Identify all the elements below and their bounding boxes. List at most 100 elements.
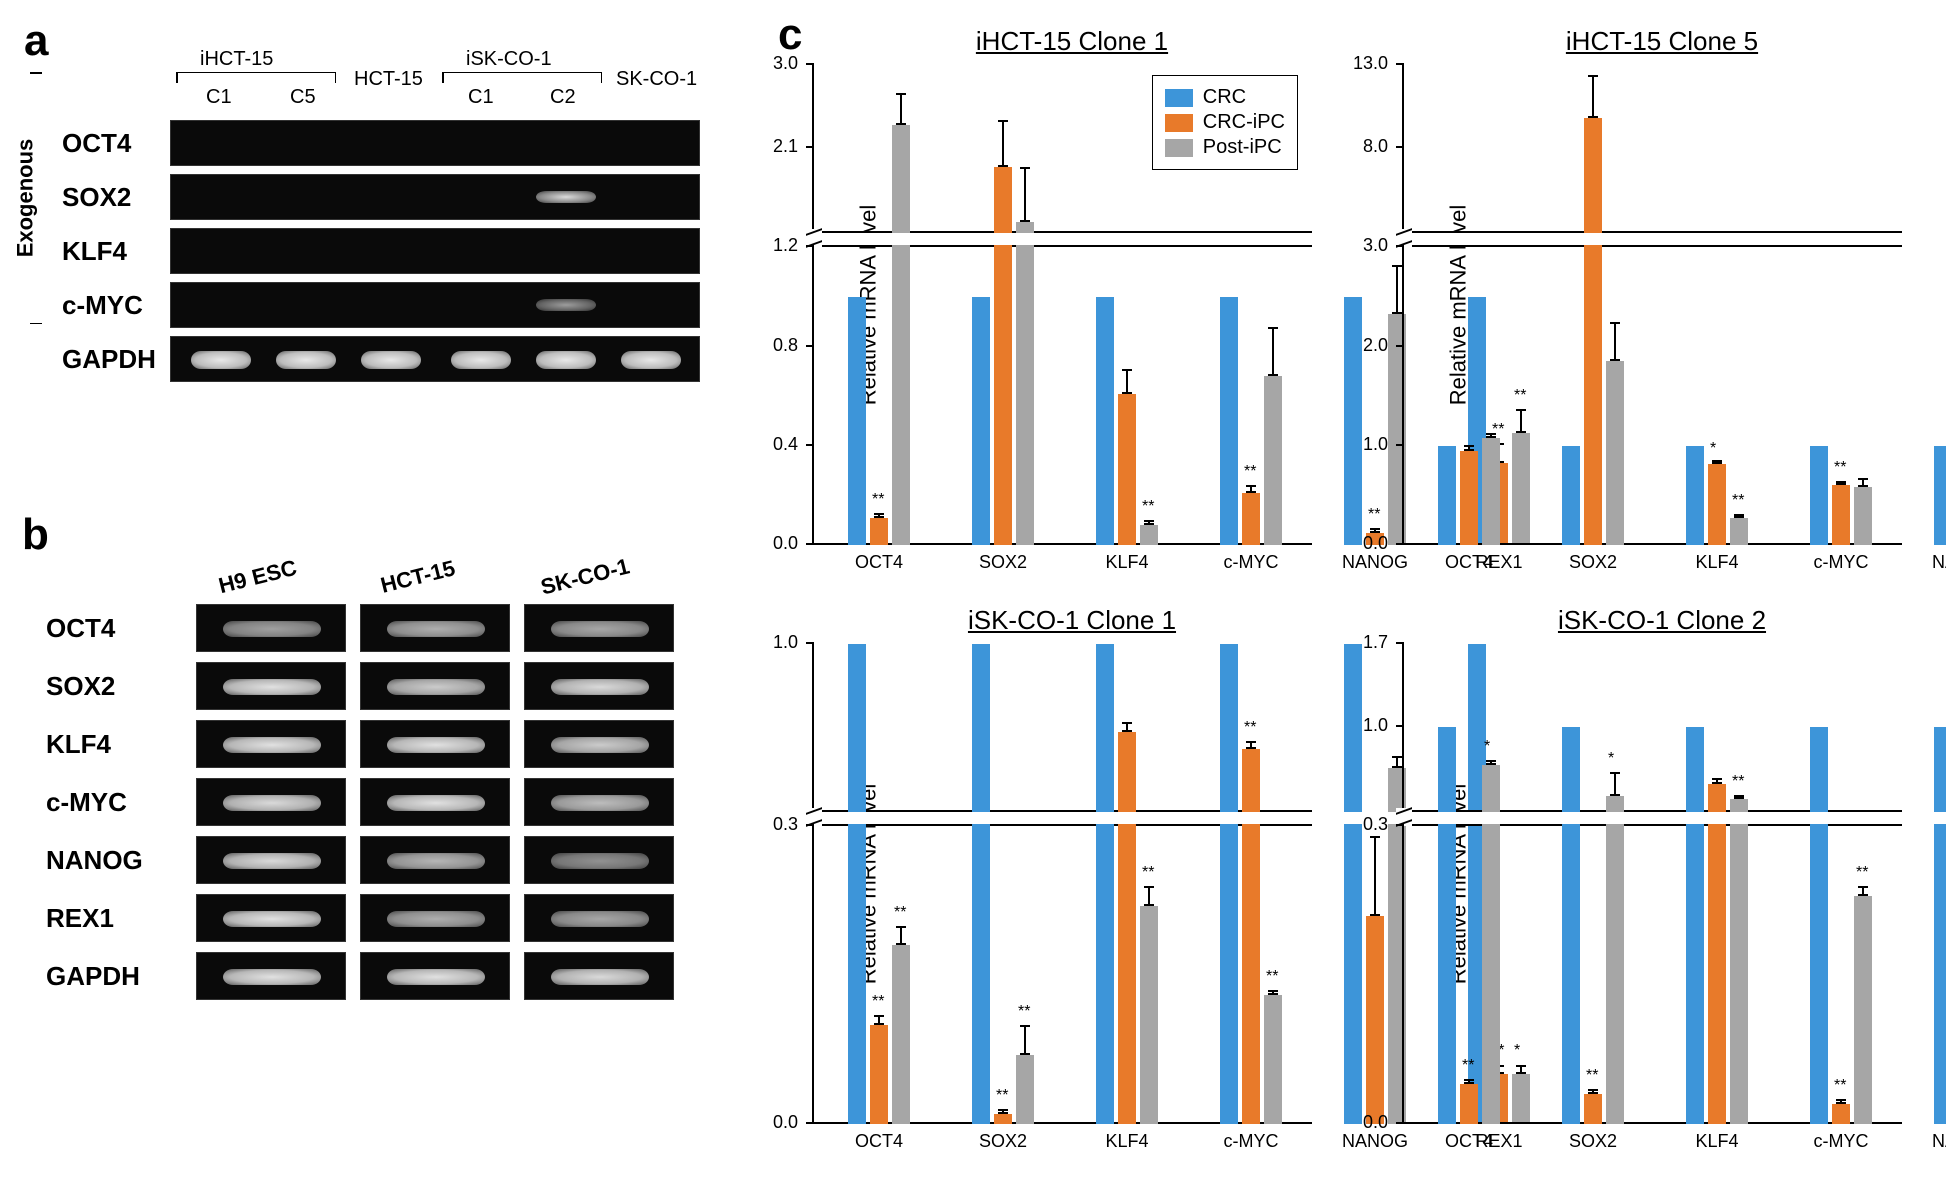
x-category-label: NANOG bbox=[1342, 1131, 1408, 1152]
gel-b-cell bbox=[196, 604, 346, 652]
gel-a-header-hct15: HCT-15 bbox=[354, 68, 423, 91]
gel-b-cell bbox=[524, 778, 674, 826]
gel-a-rowlabel: c-MYC bbox=[40, 290, 170, 321]
gel-b-hdr-hct15: HCT-15 bbox=[378, 555, 458, 599]
bar-crc bbox=[1810, 727, 1828, 1124]
bar-crc bbox=[972, 644, 990, 1124]
bar-post: ** bbox=[1730, 799, 1748, 1124]
gel-b-cell bbox=[196, 720, 346, 768]
gel-b-cell bbox=[196, 952, 346, 1000]
significance-marker: ** bbox=[872, 993, 884, 1011]
legend-label: CRC-iPC bbox=[1203, 111, 1285, 134]
error-bar bbox=[1840, 481, 1842, 486]
bar-group-nanog: ** bbox=[1934, 446, 1946, 545]
bar-post bbox=[1016, 222, 1034, 545]
legend-row: Post-iPC bbox=[1165, 136, 1285, 159]
gel-band bbox=[223, 621, 321, 637]
bar-group-klf4: *** bbox=[1686, 446, 1748, 545]
gel-band bbox=[387, 969, 485, 985]
error-bar bbox=[1272, 990, 1274, 995]
ytick-label: 0.3 bbox=[1348, 814, 1388, 835]
ytick-label: 0.4 bbox=[758, 434, 798, 455]
legend-swatch bbox=[1165, 139, 1193, 157]
bar-ipc: ** bbox=[994, 1114, 1012, 1124]
gel-b-rowlabel: SOX2 bbox=[40, 671, 196, 702]
error-bar bbox=[1396, 756, 1398, 768]
significance-marker: ** bbox=[1462, 1057, 1474, 1075]
gel-b-row-rex1: REX1 bbox=[40, 894, 740, 942]
bar-group-c-myc: ** bbox=[1810, 446, 1872, 545]
bar-post bbox=[1264, 376, 1282, 545]
ytick: 0.0 bbox=[806, 543, 814, 545]
significance-marker: ** bbox=[996, 1087, 1008, 1105]
error-bar bbox=[1024, 167, 1026, 222]
ytick: 1.0 bbox=[1396, 725, 1404, 727]
gel-band bbox=[451, 351, 511, 369]
bar-ipc: ** bbox=[870, 518, 888, 545]
gel-b-hdr-h9: H9 ESC bbox=[216, 555, 299, 599]
bar-group-sox2 bbox=[972, 167, 1034, 545]
x-category-label: OCT4 bbox=[855, 552, 903, 573]
gel-b-cell bbox=[196, 894, 346, 942]
bar-ipc: * bbox=[1708, 464, 1726, 545]
ytick: 3.0 bbox=[1396, 245, 1404, 247]
ytick: 1.0 bbox=[1396, 444, 1404, 446]
bar-post: * bbox=[1606, 796, 1624, 1124]
gel-b-cell bbox=[524, 720, 674, 768]
error-bar bbox=[1126, 722, 1128, 732]
bar-ipc bbox=[1584, 118, 1602, 545]
gel-band bbox=[551, 795, 649, 811]
bar-post: ** bbox=[1140, 525, 1158, 545]
chart-2: iSK-CO-1 Clone 1Relative mRNA level0.00.… bbox=[812, 605, 1332, 1124]
gel-band bbox=[223, 795, 321, 811]
gel-band bbox=[551, 737, 649, 753]
gel-b-cell bbox=[360, 778, 510, 826]
gel-band bbox=[223, 853, 321, 869]
legend-row: CRC bbox=[1165, 86, 1285, 109]
ytick: 0.0 bbox=[1396, 543, 1404, 545]
bar-crc bbox=[1562, 446, 1580, 545]
error-bar bbox=[1002, 120, 1004, 166]
error-bar bbox=[1592, 75, 1594, 118]
x-category-label: KLF4 bbox=[1105, 1131, 1148, 1152]
ytick-label: 0.0 bbox=[758, 533, 798, 554]
x-category-label: c-MYC bbox=[1224, 552, 1279, 573]
bar-ipc: ** bbox=[1242, 493, 1260, 545]
error-bar bbox=[1738, 514, 1740, 518]
bar-group-klf4: ** bbox=[1096, 297, 1158, 545]
bar-crc bbox=[1810, 446, 1828, 545]
error-bar bbox=[1374, 836, 1376, 915]
error-bar bbox=[1250, 741, 1252, 748]
x-category-label: SOX2 bbox=[979, 1131, 1027, 1152]
bar-group-sox2: *** bbox=[1562, 727, 1624, 1124]
bar-ipc: ** bbox=[870, 1025, 888, 1124]
gel-a-rowlabel: GAPDH bbox=[40, 344, 170, 375]
ytick: 0.4 bbox=[806, 444, 814, 446]
charts-grid: iHCT-15 Clone 1Relative mRNA level0.00.4… bbox=[812, 26, 1922, 1124]
error-bar bbox=[1840, 1099, 1842, 1104]
significance-marker: ** bbox=[872, 491, 884, 509]
ytick-label: 0.0 bbox=[1348, 533, 1388, 554]
gel-band bbox=[536, 351, 596, 369]
error-bar bbox=[878, 513, 880, 518]
ytick-label: 1.0 bbox=[1348, 715, 1388, 736]
bar-ipc: ** bbox=[1460, 1084, 1478, 1124]
error-bar bbox=[1490, 433, 1492, 438]
error-bar bbox=[1024, 1025, 1026, 1055]
bar-post: * bbox=[1482, 765, 1500, 1124]
ytick: 3.0 bbox=[806, 63, 814, 65]
bar-post: ** bbox=[1854, 896, 1872, 1124]
gel-a-rowlabel: OCT4 bbox=[40, 128, 170, 159]
ytick-label: 1.0 bbox=[758, 632, 798, 653]
x-category-label: c-MYC bbox=[1814, 552, 1869, 573]
bar-post: ** bbox=[892, 945, 910, 1124]
error-bar bbox=[1862, 886, 1864, 896]
gel-a-lanebox bbox=[170, 336, 700, 382]
bar-crc bbox=[1686, 446, 1704, 545]
gel-a-sub-c2: C2 bbox=[550, 86, 576, 109]
significance-marker: ** bbox=[1856, 864, 1868, 882]
significance-marker: ** bbox=[1834, 459, 1846, 477]
error-bar bbox=[1614, 772, 1616, 796]
bar-group-klf4: ** bbox=[1096, 644, 1158, 1124]
ytick: 2.0 bbox=[1396, 345, 1404, 347]
